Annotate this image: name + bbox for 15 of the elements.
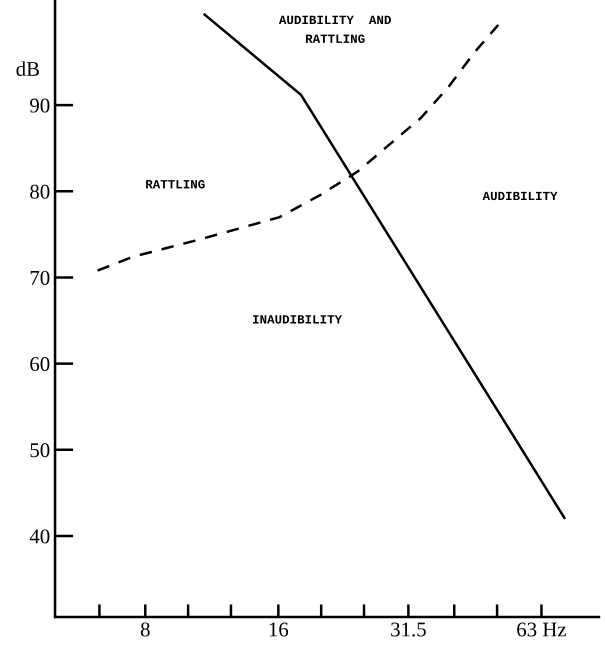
annotation: AUDIBILITY AND RATTLING <box>278 16 391 44</box>
x-tick-label: 31.5 <box>391 622 426 637</box>
x-tick-label: 63 Hz <box>517 622 566 636</box>
x-tick-label: 16 <box>270 622 288 636</box>
annotation: INAUDIBILITY <box>253 315 342 324</box>
annotation: RATTLING <box>146 180 205 188</box>
y-tick-label: 80 <box>30 184 50 199</box>
y-tick-label: 60 <box>30 357 50 372</box>
y-tick-label: 40 <box>30 529 50 544</box>
y-tick-label: 50 <box>30 443 50 458</box>
y-tick-label: 90 <box>30 98 50 113</box>
x-tick-label: 8 <box>140 622 150 636</box>
annotation: AUDIBILITY <box>482 192 558 200</box>
y-tick-label: 70 <box>30 270 50 285</box>
y-axis-title: dB <box>16 61 39 76</box>
